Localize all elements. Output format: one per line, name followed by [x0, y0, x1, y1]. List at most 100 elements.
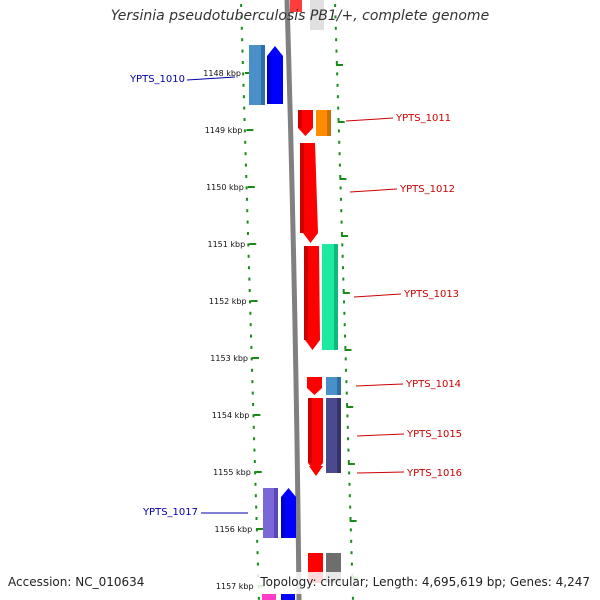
- ring-dot: [248, 277, 251, 281]
- kbp-label: 1151 kbp: [207, 240, 245, 249]
- gene-feature[interactable]: [298, 110, 302, 128]
- ring-dot: [335, 61, 338, 64]
- ring-dot: [335, 49, 338, 53]
- genome-backbone: [284, 0, 302, 600]
- gene-label[interactable]: YPTS_1017: [142, 507, 198, 518]
- ring-dot: [347, 460, 350, 463]
- ring-dot: [350, 562, 353, 566]
- ring-dot: [350, 539, 353, 543]
- ring-dot: [341, 254, 344, 258]
- gene-feature[interactable]: [337, 398, 341, 473]
- gene-feature[interactable]: [310, 0, 324, 30]
- ring-dot: [242, 95, 245, 99]
- ring-dot: [254, 482, 257, 486]
- ring-dot: [246, 209, 249, 213]
- ring-dot: [251, 391, 254, 395]
- ring-dot: [251, 368, 254, 372]
- ring-dot: [334, 15, 337, 19]
- kbp-label: 1150 kbp: [206, 183, 244, 192]
- ring-dot: [337, 118, 340, 121]
- ring-dot: [335, 38, 338, 42]
- kbp-label: 1148 kbp: [203, 69, 241, 78]
- gene-label[interactable]: YPTS_1012: [399, 184, 455, 195]
- ring-dot: [340, 220, 343, 224]
- kbp-label: 1152 kbp: [209, 297, 247, 306]
- gene-feature[interactable]: [300, 143, 304, 233]
- ring-dot: [253, 437, 256, 441]
- ring-dot: [343, 300, 346, 304]
- kbp-label: 1156 kbp: [214, 525, 252, 534]
- gene-feature[interactable]: [327, 110, 331, 136]
- gene-feature[interactable]: [334, 244, 338, 350]
- ring-dot: [348, 494, 351, 498]
- ring-dot: [243, 118, 246, 121]
- ring-dot: [241, 38, 244, 42]
- gene-label[interactable]: YPTS_1011: [395, 113, 451, 124]
- gene-feature[interactable]: [290, 0, 302, 12]
- ring-dot: [349, 505, 352, 509]
- ring-dot: [247, 243, 250, 247]
- gene-arrow[interactable]: [307, 377, 322, 395]
- gene-feature[interactable]: [249, 45, 264, 105]
- ring-dot: [336, 83, 339, 87]
- ring-dot: [339, 186, 342, 190]
- gene-label[interactable]: YPTS_1015: [406, 429, 462, 440]
- ring-dot: [346, 414, 349, 418]
- gene-label[interactable]: YPTS_1010: [129, 74, 185, 85]
- ring-dot: [342, 289, 345, 292]
- kbp-ruler: 1148 kbp 1149 kbp 1150 kbp 1151 kbp 1152 kbp…: [203, 64, 359, 591]
- ring-dot: [244, 163, 247, 167]
- ring-dot: [339, 175, 342, 178]
- gene-feature[interactable]: [304, 246, 308, 340]
- ring-dot: [343, 323, 346, 327]
- ring-dot: [240, 4, 243, 7]
- ring-dot: [346, 403, 349, 406]
- gene-features: [249, 0, 341, 600]
- ring-dot: [349, 517, 352, 520]
- ring-dot: [334, 4, 337, 7]
- ring-dot: [243, 129, 246, 133]
- topology-text: Topology: circular; Length: 4,695,619 bp…: [260, 575, 590, 589]
- ring-dot: [242, 72, 245, 76]
- ring-dot: [339, 197, 342, 201]
- gene-feature[interactable]: [281, 594, 295, 600]
- gene-label[interactable]: YPTS_1016: [406, 468, 462, 479]
- ring-dot: [244, 152, 247, 156]
- gene-feature[interactable]: [274, 488, 278, 538]
- ring-dot: [346, 425, 349, 429]
- gene-feature[interactable]: [281, 497, 285, 538]
- ring-dot: [256, 551, 259, 555]
- ring-dot: [245, 175, 248, 178]
- gene-label[interactable]: YPTS_1013: [403, 289, 459, 300]
- gene-feature[interactable]: [261, 45, 265, 105]
- gene-feature[interactable]: [337, 377, 341, 395]
- ring-dot: [243, 106, 246, 110]
- ring-dot: [334, 26, 337, 30]
- gene-arrow[interactable]: [300, 143, 318, 243]
- ring-dot: [250, 334, 253, 338]
- ring-dot: [242, 83, 245, 87]
- ring-dot: [257, 596, 260, 600]
- ring-dot: [252, 425, 255, 429]
- ring-dot: [249, 323, 252, 327]
- ring-dot: [253, 448, 256, 452]
- ring-dot: [244, 140, 247, 144]
- kbp-label: 1155 kbp: [213, 468, 251, 477]
- ring-dot: [348, 482, 351, 486]
- accession-text: Accession: NC_010634: [8, 575, 145, 589]
- gene-feature[interactable]: [308, 398, 312, 463]
- ring-dot: [252, 403, 255, 406]
- ring-dot: [337, 106, 340, 110]
- ring-dot: [337, 129, 340, 133]
- ring-dot: [247, 266, 250, 270]
- gene-arrow[interactable]: [309, 466, 323, 476]
- gene-feature[interactable]: [267, 56, 271, 104]
- ring-dot: [348, 471, 351, 475]
- ring-dot: [351, 596, 354, 600]
- ring-dot: [336, 95, 339, 99]
- ring-dot: [250, 346, 253, 349]
- gene-label[interactable]: YPTS_1014: [405, 379, 461, 390]
- gene-feature[interactable]: [262, 594, 276, 600]
- kbp-label: 1153 kbp: [210, 354, 248, 363]
